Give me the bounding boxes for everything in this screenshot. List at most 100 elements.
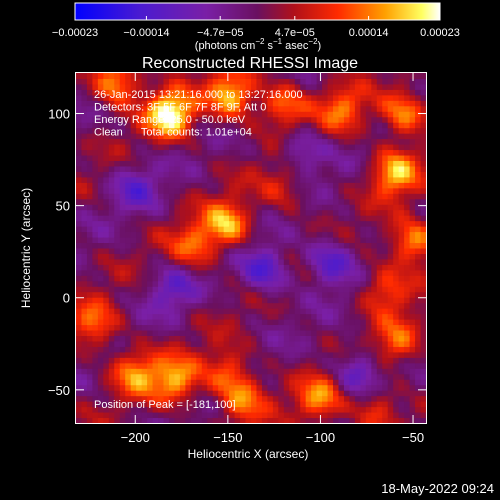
heatmap-cell <box>261 330 268 336</box>
heatmap-cell <box>283 384 290 391</box>
heatmap-cell <box>76 384 82 391</box>
heatmap-cell <box>338 406 345 413</box>
heatmap-cell <box>229 280 236 287</box>
heatmap-cell <box>103 401 110 408</box>
heatmap-cell <box>125 373 132 380</box>
heatmap-cell <box>415 89 422 96</box>
heatmap-cell <box>398 231 405 238</box>
heatmap-cell <box>196 89 203 96</box>
heatmap-cell <box>212 111 219 118</box>
heatmap-cell <box>174 384 181 391</box>
heatmap-cell <box>152 138 159 145</box>
heatmap-cell <box>92 138 99 145</box>
heatmap-cell <box>300 78 307 85</box>
heatmap-cell <box>420 226 426 233</box>
heatmap-cell <box>354 122 361 129</box>
heatmap-cell <box>327 231 334 238</box>
heatmap-cell <box>240 237 247 244</box>
heatmap-cell <box>371 297 378 304</box>
heatmap-cell <box>300 83 307 90</box>
heatmap-cell <box>108 324 115 331</box>
heatmap-cell <box>311 149 318 156</box>
heatmap-cell <box>114 193 121 200</box>
heatmap-cell <box>147 357 154 364</box>
heatmap-cell <box>190 269 197 276</box>
heatmap-cell <box>283 412 290 419</box>
heatmap-cell <box>316 417 323 423</box>
heatmap-cell <box>376 379 383 386</box>
heatmap-cell <box>125 127 132 134</box>
heatmap-cell <box>393 330 400 336</box>
heatmap-cell <box>119 395 126 402</box>
heatmap-cell <box>130 313 137 320</box>
heatmap-cell <box>158 395 164 402</box>
heatmap-cell <box>333 253 339 260</box>
heatmap-cell <box>338 226 345 233</box>
heatmap-cell <box>245 160 252 167</box>
heatmap-cell <box>371 116 378 123</box>
heatmap-cell <box>360 133 367 140</box>
heatmap-cell <box>327 171 334 178</box>
heatmap-cell <box>256 187 263 194</box>
heatmap-cell <box>185 78 192 85</box>
heatmap-cell <box>163 89 170 96</box>
heatmap-cell <box>179 297 186 304</box>
heatmap-cell <box>201 390 208 397</box>
heatmap-cell <box>251 204 257 211</box>
heatmap-cell <box>376 390 383 397</box>
heatmap-cell <box>327 335 334 342</box>
heatmap-cell <box>125 275 132 282</box>
heatmap-cell <box>163 176 170 183</box>
heatmap-cell <box>415 264 422 271</box>
heatmap-cell <box>163 313 170 320</box>
heatmap-cell <box>163 401 170 408</box>
heatmap-cell <box>130 264 137 271</box>
heatmap-cell <box>300 253 307 260</box>
heatmap-cell <box>141 220 148 227</box>
heatmap-cell <box>382 248 389 254</box>
heatmap-cell <box>289 198 296 205</box>
heatmap-cell <box>163 231 170 238</box>
heatmap-cell <box>212 357 219 364</box>
heatmap-cell <box>234 330 241 336</box>
heatmap-cell <box>283 204 290 211</box>
heatmap-cell <box>108 176 115 183</box>
heatmap-cell <box>114 231 121 238</box>
heatmap-cell <box>147 384 154 391</box>
heatmap-cell <box>300 220 307 227</box>
heatmap-cell <box>283 111 290 118</box>
heatmap-cell <box>103 226 110 233</box>
heatmap-cell <box>278 258 285 265</box>
heatmap-cell <box>108 83 115 90</box>
heatmap-cell <box>174 209 181 216</box>
heatmap-cell <box>240 111 247 118</box>
heatmap-cell <box>349 362 356 369</box>
heatmap-cell <box>322 417 329 423</box>
heatmap-cell <box>382 171 389 178</box>
heatmap-cell <box>305 122 312 129</box>
heatmap-cell <box>283 417 290 423</box>
heatmap-cell <box>201 269 208 276</box>
heatmap-cell <box>371 417 378 423</box>
heatmap-cell <box>114 182 121 189</box>
heatmap-cell <box>136 105 143 112</box>
heatmap-cell <box>234 226 241 233</box>
heatmap-cell <box>256 237 263 244</box>
heatmap-cell <box>409 275 416 282</box>
heatmap-cell <box>218 193 225 200</box>
heatmap-cell <box>371 165 378 172</box>
heatmap-cell <box>294 258 301 265</box>
heatmap-cell <box>382 313 389 320</box>
heatmap-cell <box>76 275 82 282</box>
heatmap-cell <box>404 269 411 276</box>
heatmap-cell <box>349 248 356 254</box>
heatmap-cell <box>272 171 279 178</box>
heatmap-cell <box>240 269 247 276</box>
heatmap-cell <box>76 122 82 129</box>
heatmap-cell <box>420 155 426 161</box>
heatmap-cell <box>300 100 307 107</box>
heatmap-cell <box>185 275 192 282</box>
heatmap-cell <box>108 226 115 233</box>
heatmap-cell <box>327 94 334 101</box>
heatmap-cell <box>152 149 159 156</box>
